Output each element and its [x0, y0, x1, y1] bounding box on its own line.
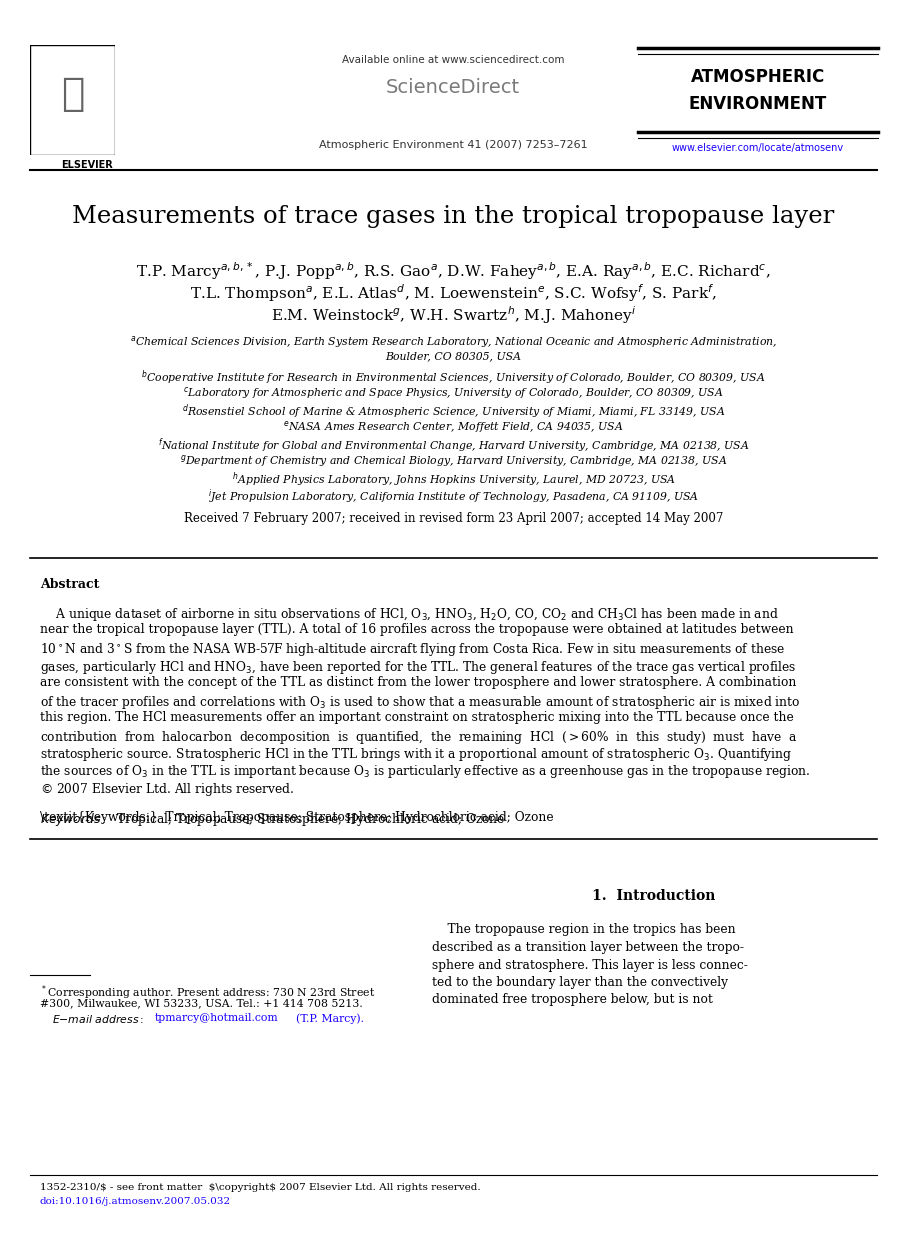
Text: ted to the boundary layer than the convectively: ted to the boundary layer than the conve…	[432, 976, 728, 989]
Text: $^{g}$Department of Chemistry and Chemical Biology, Harvard University, Cambridg: $^{g}$Department of Chemistry and Chemic…	[180, 453, 727, 469]
Text: contribution  from  halocarbon  decomposition  is  quantified,  the  remaining  : contribution from halocarbon decompositi…	[40, 728, 797, 745]
Text: stratospheric source. Stratospheric HCl in the TTL brings with it a proportional: stratospheric source. Stratospheric HCl …	[40, 747, 792, 763]
Text: Abstract: Abstract	[40, 578, 100, 591]
Text: Received 7 February 2007; received in revised form 23 April 2007; accepted 14 Ma: Received 7 February 2007; received in re…	[184, 513, 723, 525]
Text: $\it{E\mathrm{-}mail\ address:}$: $\it{E\mathrm{-}mail\ address:}$	[52, 1013, 144, 1025]
Text: $^{b}$Cooperative Institute for Research in Environmental Sciences, University o: $^{b}$Cooperative Institute for Research…	[141, 368, 766, 386]
Text: #300, Milwaukee, WI 53233, USA. Tel.: +1 414 708 5213.: #300, Milwaukee, WI 53233, USA. Tel.: +1…	[40, 998, 363, 1008]
Text: $^{a}$Chemical Sciences Division, Earth System Research Laboratory, National Oce: $^{a}$Chemical Sciences Division, Earth …	[130, 334, 777, 350]
Text: tpmarcy@hotmail.com: tpmarcy@hotmail.com	[155, 1013, 278, 1023]
Text: Atmospheric Environment 41 (2007) 7253–7261: Atmospheric Environment 41 (2007) 7253–7…	[318, 140, 588, 150]
Text: $^{f}$National Institute for Global and Environmental Change, Harvard University: $^{f}$National Institute for Global and …	[158, 436, 749, 454]
Text: www.elsevier.com/locate/atmosenv: www.elsevier.com/locate/atmosenv	[672, 144, 844, 154]
Text: the sources of O$_3$ in the TTL is important because O$_3$ is particularly effec: the sources of O$_3$ in the TTL is impor…	[40, 764, 810, 780]
Text: ScienceDirect: ScienceDirect	[386, 78, 520, 97]
Text: described as a transition layer between the tropo-: described as a transition layer between …	[432, 941, 744, 954]
Text: $^{c}$Laboratory for Atmospheric and Space Physics, University of Colorado, Boul: $^{c}$Laboratory for Atmospheric and Spa…	[183, 385, 724, 401]
Text: this region. The HCl measurements offer an important constraint on stratospheric: this region. The HCl measurements offer …	[40, 711, 794, 724]
Text: Available online at www.sciencedirect.com: Available online at www.sciencedirect.co…	[342, 54, 564, 66]
Text: Measurements of trace gases in the tropical tropopause layer: Measurements of trace gases in the tropi…	[73, 206, 834, 228]
Text: (T.P. Marcy).: (T.P. Marcy).	[296, 1013, 364, 1024]
Text: $^{e}$NASA Ames Research Center, Moffett Field, CA 94035, USA: $^{e}$NASA Ames Research Center, Moffett…	[283, 418, 624, 435]
Text: ENVIRONMENT: ENVIRONMENT	[689, 95, 827, 113]
Text: 𝕰: 𝕰	[61, 76, 84, 114]
Text: 1352-2310/$ - see front matter  $\copyright$ 2007 Elsevier Ltd. All rights reser: 1352-2310/$ - see front matter $\copyrig…	[40, 1184, 481, 1192]
Text: The tropopause region in the tropics has been: The tropopause region in the tropics has…	[432, 924, 736, 936]
Text: near the tropical tropopause layer (TTL). A total of 16 profiles across the trop: near the tropical tropopause layer (TTL)…	[40, 624, 794, 636]
Text: E.M. Weinstock$^{g}$, W.H. Swartz$^{h}$, M.J. Mahoney$^{i}$: E.M. Weinstock$^{g}$, W.H. Swartz$^{h}$,…	[271, 305, 636, 326]
Text: of the tracer profiles and correlations with O$_3$ is used to show that a measur: of the tracer profiles and correlations …	[40, 693, 800, 711]
Text: T.L. Thompson$^{a}$, E.L. Atlas$^{d}$, M. Loewenstein$^{e}$, S.C. Wofsy$^{f}$, S: T.L. Thompson$^{a}$, E.L. Atlas$^{d}$, M…	[190, 282, 717, 303]
Text: gases, particularly HCl and HNO$_3$, have been reported for the TTL. The general: gases, particularly HCl and HNO$_3$, hav…	[40, 659, 796, 676]
Text: $^{d}$Rosenstiel School of Marine & Atmospheric Science, University of Miami, Mi: $^{d}$Rosenstiel School of Marine & Atmo…	[181, 402, 726, 421]
Text: dominated free troposphere below, but is not: dominated free troposphere below, but is…	[432, 994, 713, 1006]
Text: A unique dataset of airborne in situ observations of HCl, O$_3$, HNO$_3$, H$_2$O: A unique dataset of airborne in situ obs…	[40, 605, 778, 623]
Text: are consistent with the concept of the TTL as distinct from the lower tropospher: are consistent with the concept of the T…	[40, 676, 796, 690]
Text: \textit{Keywords:}  Tropical; Tropopause; Stratosphere; Hydrochloric acid; Ozone: \textit{Keywords:} Tropical; Tropopause;…	[40, 811, 553, 823]
Text: $\it{Keywords:}$  Tropical; Tropopause; Stratosphere; Hydrochloric acid; Ozone: $\it{Keywords:}$ Tropical; Tropopause; S…	[40, 811, 505, 827]
Text: ELSEVIER: ELSEVIER	[61, 160, 112, 170]
Text: Boulder, CO 80305, USA: Boulder, CO 80305, USA	[385, 352, 522, 361]
Text: $^{h}$Applied Physics Laboratory, Johns Hopkins University, Laurel, MD 20723, US: $^{h}$Applied Physics Laboratory, Johns …	[231, 470, 676, 489]
Text: sphere and stratosphere. This layer is less connec-: sphere and stratosphere. This layer is l…	[432, 958, 748, 972]
Text: T.P. Marcy$^{a,b,*}$, P.J. Popp$^{a,b}$, R.S. Gao$^{a}$, D.W. Fahey$^{a,b}$, E.A: T.P. Marcy$^{a,b,*}$, P.J. Popp$^{a,b}$,…	[136, 260, 771, 282]
Text: 10$^\circ$N and 3$^\circ$S from the NASA WB-57F high-altitude aircraft flying fr: 10$^\circ$N and 3$^\circ$S from the NASA…	[40, 641, 785, 659]
Text: 1.  Introduction: 1. Introduction	[591, 889, 716, 903]
Text: $\copyright$ 2007 Elsevier Ltd. All rights reserved.: $\copyright$ 2007 Elsevier Ltd. All righ…	[40, 781, 295, 799]
Text: ATMOSPHERIC: ATMOSPHERIC	[691, 68, 825, 85]
Text: doi:10.1016/j.atmosenv.2007.05.032: doi:10.1016/j.atmosenv.2007.05.032	[40, 1197, 231, 1206]
Text: $^*$Corresponding author. Present address: 730 N 23rd Street: $^*$Corresponding author. Present addres…	[40, 983, 375, 1002]
Text: $^{i}$Jet Propulsion Laboratory, California Institute of Technology, Pasadena, C: $^{i}$Jet Propulsion Laboratory, Califor…	[208, 487, 699, 505]
